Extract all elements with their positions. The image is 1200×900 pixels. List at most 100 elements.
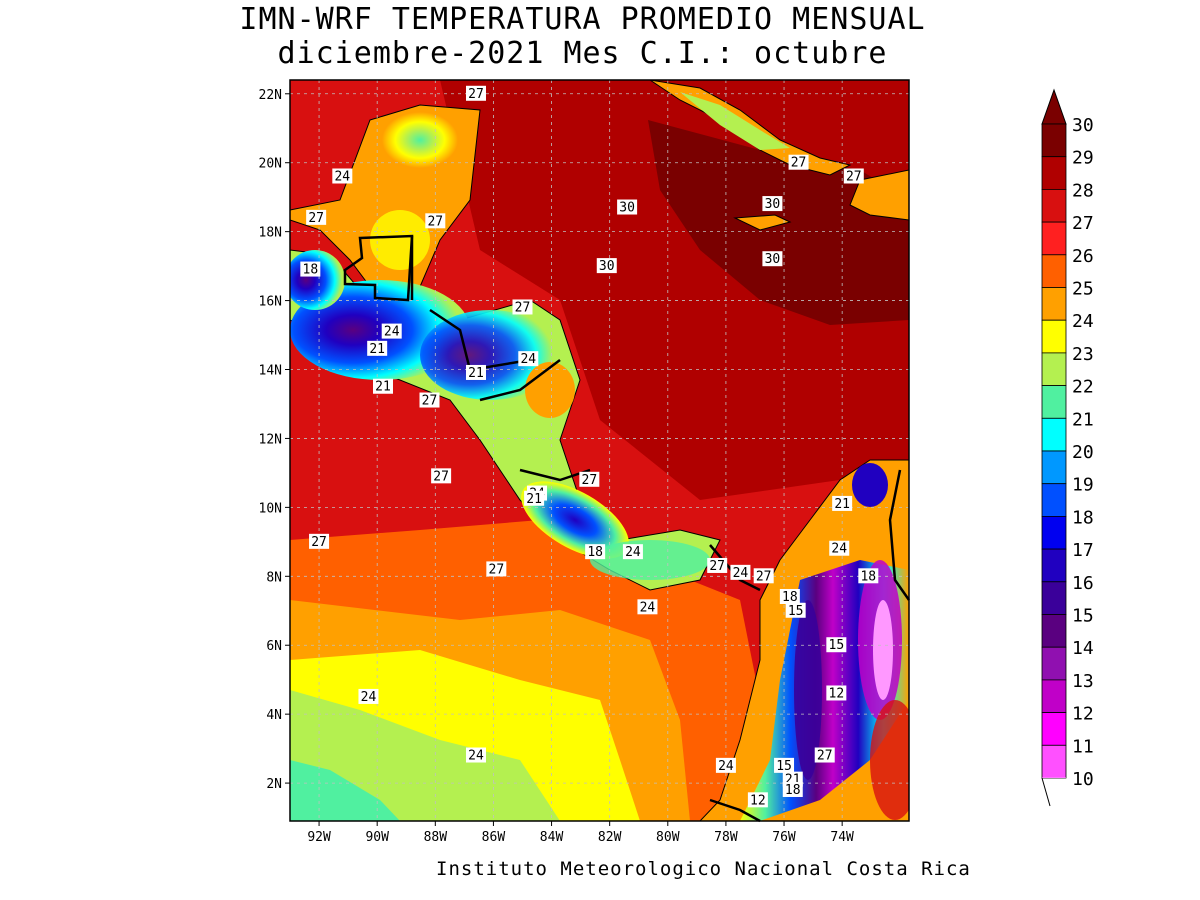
color-legend: 30 29 28 27 26 25 24 23 22 21 20 19 18 17 16 15 14 13 12 11… [1041, 88, 1094, 807]
colorbar-segment [1041, 385, 1067, 419]
cuba-interior [680, 92, 790, 150]
contour-label: 24 [332, 168, 353, 185]
contour-label-box [779, 588, 800, 604]
colorbar-lower-extend [1041, 777, 1051, 807]
lon-tick-label: 82W [598, 830, 622, 845]
contour-label: 27 [306, 209, 327, 226]
colorbar-segment [1041, 712, 1067, 746]
contour-label: 30 [596, 258, 617, 274]
contour-label-box [762, 196, 783, 212]
contour-label: 27 [579, 471, 600, 488]
contour-label-box [332, 168, 353, 184]
colorbar-level-label: 20 [1072, 442, 1094, 463]
contour-label-text: 18 [785, 783, 801, 798]
contour-label-text: 30 [765, 197, 781, 212]
lon-tick-label: 88W [424, 830, 448, 845]
contour-label-box [300, 261, 321, 277]
lat-tick-label: 2N [266, 777, 282, 792]
colorbar-segment [1041, 188, 1067, 223]
lat-tick-label: 22N [259, 88, 282, 103]
contour-label-text: 24 [334, 170, 350, 185]
contour-label: 27 [486, 561, 507, 577]
colorbar-segment [1041, 221, 1067, 256]
lon-tick-label: 86W [482, 830, 506, 845]
contour-label-box [858, 568, 879, 584]
colorbar-segment [1041, 287, 1067, 321]
contour-label-box [431, 468, 452, 484]
colorbar-segment [1041, 516, 1067, 550]
lat-tick-label: 20N [259, 157, 282, 172]
colorbar-level-label: 22 [1072, 377, 1094, 398]
colorbar-segment [1041, 744, 1067, 779]
contour-label: 27 [753, 568, 774, 584]
contour-label-text: 18 [587, 545, 603, 560]
contour-label-box [843, 168, 864, 184]
guatemala-border [343, 234, 414, 302]
colorbar-level-label: 28 [1072, 180, 1094, 201]
colorbar-level-label: 24 [1072, 311, 1094, 332]
contour-label: 21 [372, 378, 393, 395]
colorbar-segment [1041, 156, 1067, 190]
contour-label-text: 27 [582, 473, 598, 488]
colorbar-level-label: 19 [1072, 475, 1094, 496]
contour-label-box [306, 209, 327, 225]
panama-border [709, 544, 761, 592]
yucatan-south-cool [370, 210, 430, 270]
contour-label: 27 [843, 168, 864, 185]
contour-label-box [715, 757, 736, 773]
longitude-ticks: 92W 90W 88W 86W 84W 82W 80W 78W 76W 74W [307, 821, 854, 845]
sierra-nevada-cold [852, 463, 888, 507]
contour-label-box [585, 544, 606, 560]
contour-label-text: 30 [619, 201, 635, 216]
colorbar-segment [1041, 646, 1067, 681]
contour-label: 21 [367, 340, 388, 357]
contour-label: 18 [779, 588, 800, 605]
contour-label-box [747, 792, 768, 808]
contour-label-box [637, 599, 658, 615]
contour-label-box [774, 757, 795, 773]
contour-label: 18 [300, 261, 321, 278]
contour-label: 18 [858, 568, 879, 584]
contour-label: 21 [832, 495, 853, 512]
contour-label-box [829, 540, 850, 556]
contour-label: 15 [785, 602, 806, 619]
contour-label-box [367, 340, 388, 356]
contour-label: 24 [637, 599, 658, 615]
map-title-line2: diciembre-2021 Mes C.I.: octubre [277, 36, 888, 71]
colorbar-segment [1041, 581, 1067, 615]
contour-label: 12 [747, 792, 768, 808]
contour-label-box [579, 471, 600, 487]
political-borders [343, 234, 911, 823]
contour-label-box [524, 490, 545, 506]
colorbar-segment [1041, 254, 1067, 288]
contour-label-text: 21 [375, 380, 391, 395]
colombia-venezuela-border [888, 469, 911, 601]
venezuela-coast-warm [870, 700, 909, 820]
contour-label-box [486, 561, 507, 577]
contour-label: 18 [585, 544, 606, 560]
contour-label: 27 [465, 85, 486, 102]
contour-label: 30 [762, 251, 783, 267]
colorbar-level-label: 29 [1072, 148, 1094, 169]
honduras-border [429, 308, 531, 372]
contour-label-text: 24 [718, 759, 734, 774]
contour-label-box [617, 199, 638, 215]
colorbar-segment [1041, 679, 1067, 714]
contour-label: 24 [358, 688, 379, 705]
contour-label: 27 [419, 392, 440, 409]
contour-label-text: 27 [489, 562, 505, 577]
contour-label-box [512, 299, 533, 315]
colorbar-level-label: 21 [1072, 409, 1094, 430]
colorbar-segment [1041, 548, 1067, 583]
contour-label-text: 24 [733, 566, 749, 581]
contour-label: 24 [715, 757, 736, 774]
colorbar-segment [1041, 352, 1067, 386]
contour-label: 12 [826, 685, 847, 701]
colorbar-level-label: 18 [1072, 507, 1094, 528]
lat-tick-label: 10N [259, 501, 282, 516]
contour-label-box [730, 564, 751, 580]
chiapas-cold-core [290, 250, 345, 310]
contour-label-text: 24 [384, 325, 400, 340]
contour-label: 24 [465, 747, 486, 764]
contour-label-text: 21 [526, 492, 542, 507]
